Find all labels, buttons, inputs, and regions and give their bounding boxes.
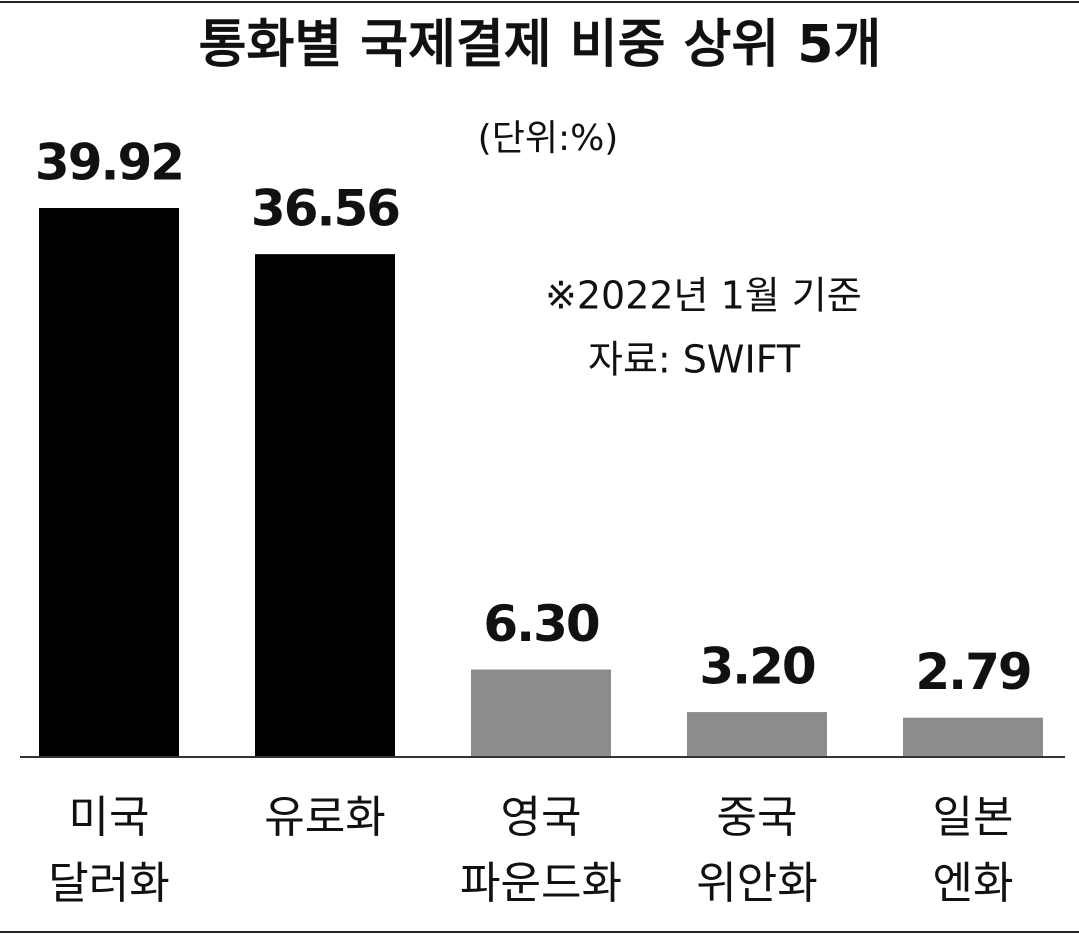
bar	[255, 254, 395, 756]
value-label: 36.56	[251, 180, 399, 238]
category-label: 파운드화	[460, 858, 622, 909]
bar	[687, 712, 827, 756]
bar	[39, 208, 179, 756]
value-label: 2.79	[915, 643, 1030, 701]
category-label: 엔화	[933, 858, 1014, 909]
chart-title: 통화별 국제결제 비중 상위 5개	[199, 15, 882, 75]
value-label: 39.92	[35, 134, 183, 192]
category-label: 유로화	[264, 792, 385, 843]
note: ※2022년 1월 기준	[545, 274, 862, 318]
unit-label: (단위:%)	[478, 118, 619, 159]
bar	[471, 669, 611, 756]
source: 자료: SWIFT	[588, 338, 801, 382]
category-label: 일본	[933, 792, 1014, 843]
category-label: 달러화	[48, 858, 169, 909]
category-label: 중국	[717, 792, 798, 843]
value-label: 6.30	[483, 595, 599, 653]
category-label: 영국	[501, 792, 582, 843]
value-label: 3.20	[699, 638, 815, 696]
category-label: 위안화	[696, 858, 817, 909]
category-label: 미국	[69, 792, 150, 843]
bar	[903, 717, 1043, 756]
